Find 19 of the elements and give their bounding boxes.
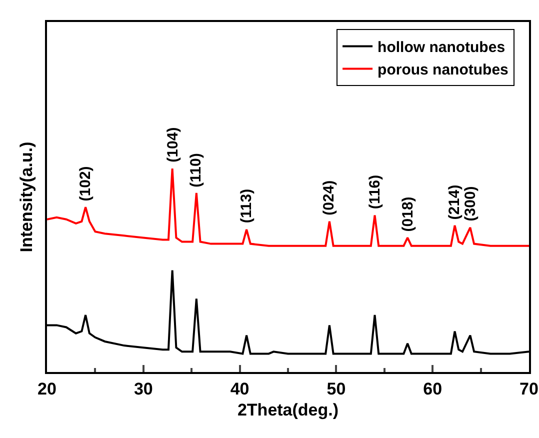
x-tick-label: 40 — [230, 379, 250, 398]
annotation: (113) — [238, 188, 255, 224]
annotation: (018) — [399, 196, 416, 232]
annotation: (300) — [462, 186, 480, 222]
annotation: (116) — [366, 174, 384, 210]
legend-label: porous nanotubes — [378, 62, 508, 79]
annotation: (024) — [320, 180, 338, 216]
legend-label: hollow nanotubes — [378, 39, 506, 56]
x-axis-title: 2Theta(deg.) — [237, 400, 339, 420]
annotation: (102) — [76, 166, 94, 202]
x-tick-label: 60 — [423, 379, 442, 398]
x-tick-label: 30 — [134, 379, 153, 398]
y-axis-title: Intensity(a.u.) — [17, 142, 36, 252]
annotation: (104) — [164, 127, 182, 162]
x-tick-label: 70 — [520, 379, 538, 398]
annotation: (110) — [187, 153, 204, 188]
x-tick-label: 50 — [326, 379, 346, 398]
annotation: (214) — [446, 184, 463, 220]
x-tick-label: 20 — [38, 379, 56, 398]
